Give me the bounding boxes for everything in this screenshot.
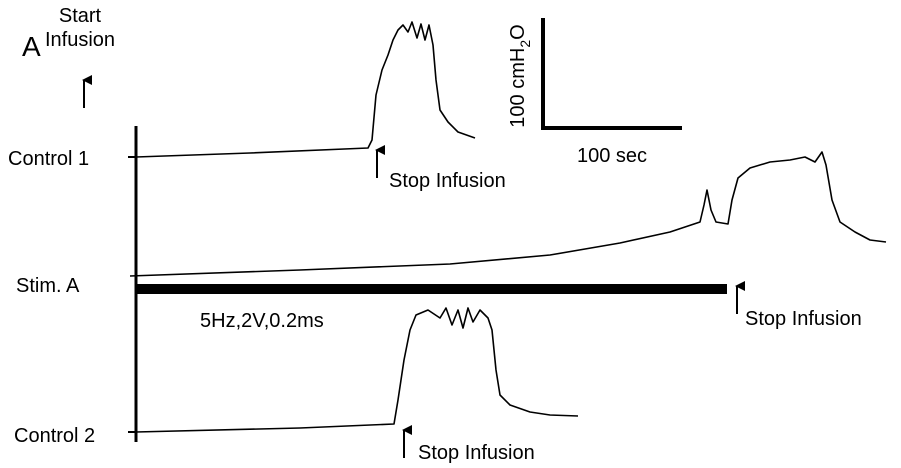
scale-y-text: 100 cmH	[507, 48, 529, 128]
trace-label: Control 1	[8, 148, 89, 170]
start-label: Infusion	[45, 29, 115, 51]
trace	[135, 307, 579, 433]
scale-bar	[541, 18, 682, 130]
trace	[129, 151, 887, 277]
stop-label: Stop Infusion	[418, 442, 535, 464]
stop-label: Stop Infusion	[745, 308, 862, 330]
stop-label: Stop Infusion	[389, 170, 506, 192]
start-label: Start	[59, 5, 102, 27]
stimulus-bar	[136, 284, 727, 294]
trace	[135, 21, 476, 158]
scale-y-text: O	[507, 24, 529, 40]
scale-y-label: 100 cmH2O	[507, 24, 533, 127]
stimulus-label: 5Hz,2V,0.2ms	[200, 310, 324, 332]
scale-y-sub: 2	[517, 40, 533, 48]
trace-label: Stim. A	[16, 275, 80, 297]
trace-label: Control 2	[14, 425, 95, 447]
panel-label: A	[22, 31, 41, 62]
scale-x-label: 100 sec	[577, 145, 647, 167]
